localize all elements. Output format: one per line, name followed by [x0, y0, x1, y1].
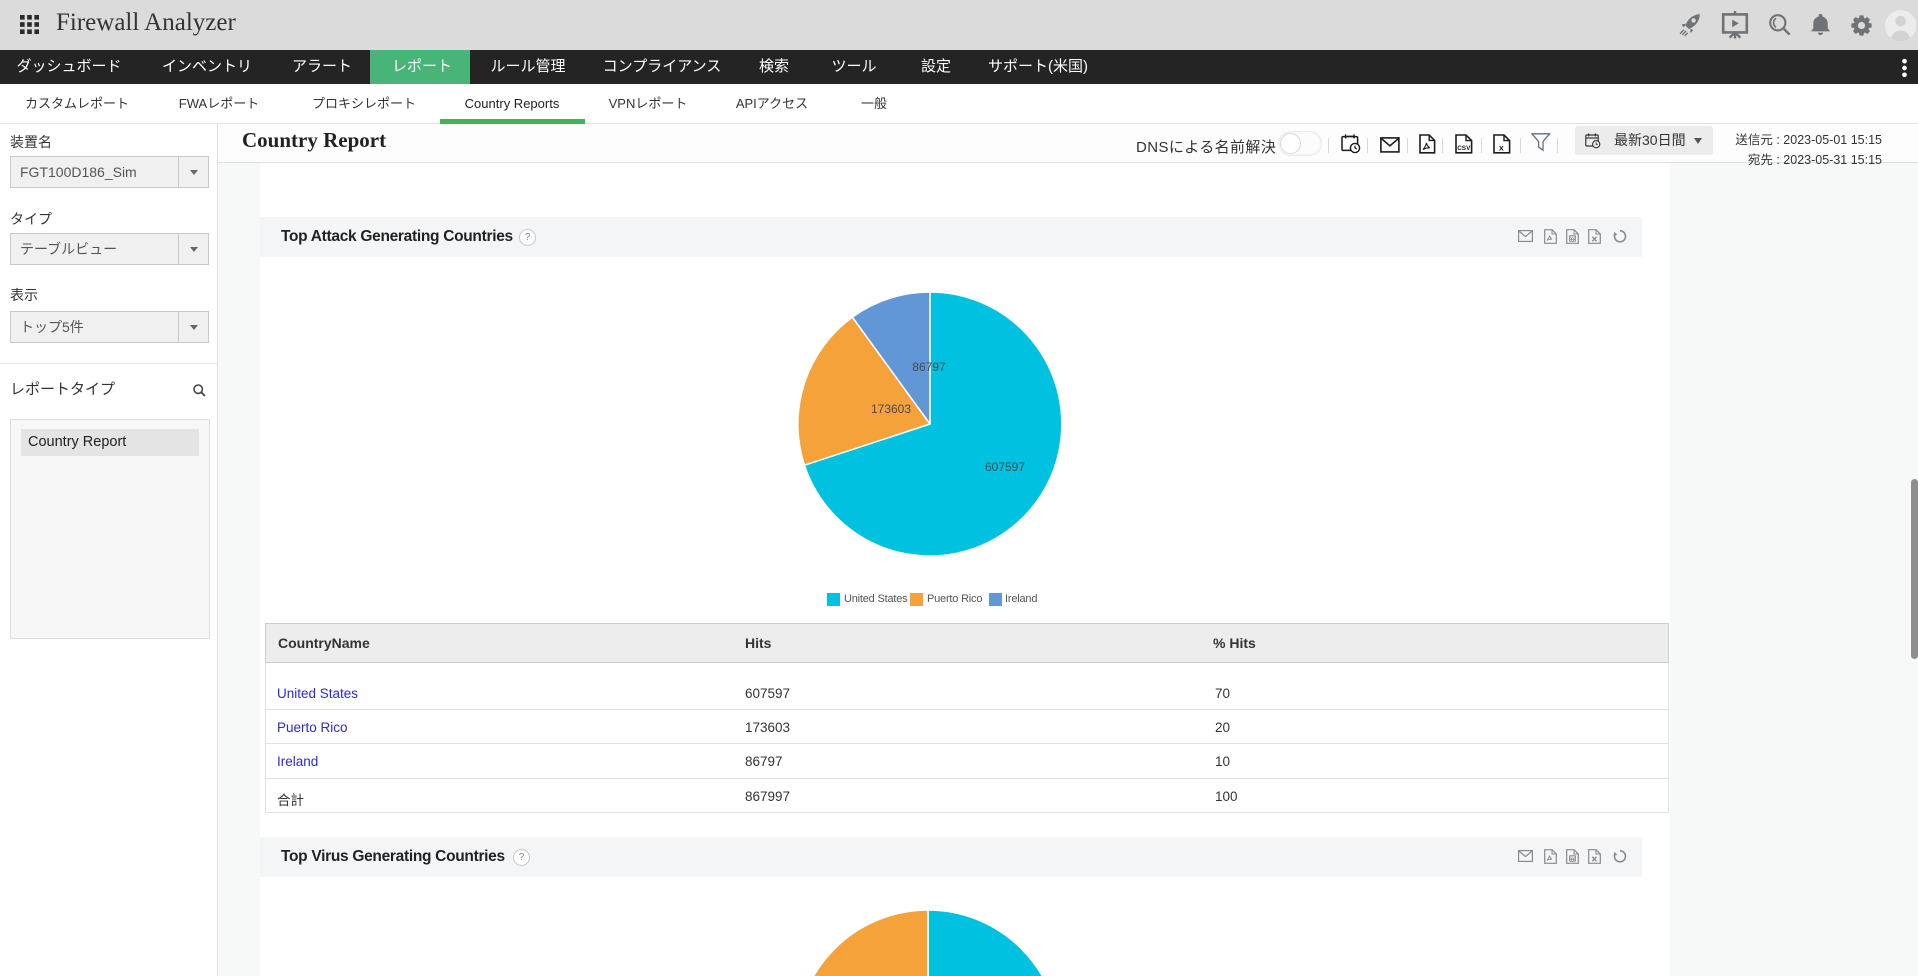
svg-text:x: x [1499, 142, 1504, 152]
svg-text:CSV: CSV [1457, 145, 1471, 152]
